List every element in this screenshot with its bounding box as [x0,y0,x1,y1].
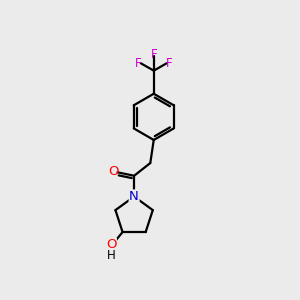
Text: F: F [166,57,172,70]
Text: F: F [135,57,142,70]
Text: F: F [150,48,157,61]
Text: O: O [106,238,116,251]
Text: H: H [106,249,116,262]
Text: N: N [129,190,139,203]
Text: O: O [108,165,119,178]
